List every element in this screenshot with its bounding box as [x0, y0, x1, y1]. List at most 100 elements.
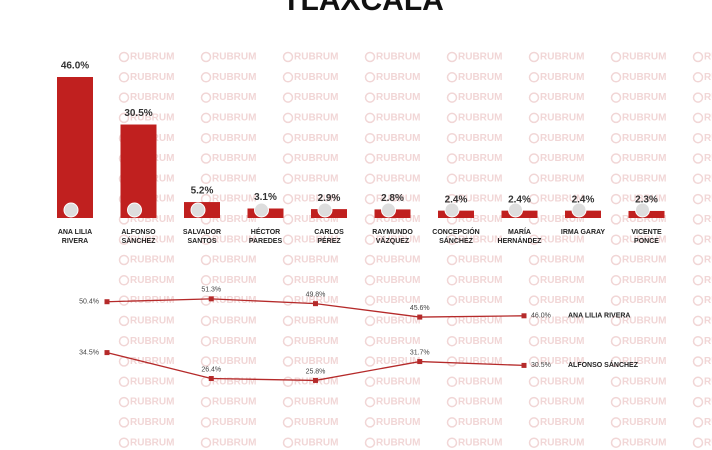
watermark-icon: [364, 51, 376, 63]
watermark-icon: [692, 193, 704, 205]
point-label: 30.5%: [531, 362, 551, 369]
watermark-text: RUBRUM: [294, 173, 338, 184]
watermark-text: RUBRUM: [622, 397, 666, 408]
watermark-text: RUBRUM: [540, 316, 584, 327]
watermark-text: RUBRUM: [458, 275, 502, 286]
watermark-text: RUBRUM: [294, 255, 338, 266]
watermark-icon: [692, 335, 704, 347]
watermark-text: RUBRUM: [212, 133, 256, 144]
series-label: ANA LILIA RIVERA: [568, 313, 630, 320]
watermark-text: RUBRUM: [622, 255, 666, 266]
watermark-icon: [610, 396, 622, 408]
watermark-text: RUBRUM: [130, 397, 174, 408]
watermark-text: RUBRUM: [376, 437, 420, 448]
watermark-icon: [610, 193, 622, 205]
watermark-icon: [282, 193, 294, 205]
watermark-text: RUBRUM: [212, 356, 256, 367]
watermark-icon: [118, 92, 130, 103]
watermark-icon: [528, 275, 540, 286]
value-label: 2.4%: [445, 194, 468, 205]
watermark-icon: [118, 335, 130, 347]
watermark-icon: [692, 214, 704, 225]
bar: [120, 124, 157, 218]
watermark-text: RUBRUM: [212, 437, 256, 448]
watermark-icon: [692, 72, 704, 83]
watermark-icon: [446, 72, 458, 83]
watermark-icon: [200, 173, 212, 185]
watermark-text: RUBRUM: [704, 437, 712, 448]
watermark-icon: [528, 72, 540, 83]
watermark-icon: [528, 51, 540, 63]
watermark-icon: [364, 396, 376, 408]
watermark-text: RUBRUM: [458, 113, 502, 124]
watermark-icon: [282, 51, 294, 63]
value-label: 3.1%: [254, 192, 277, 203]
watermark-text: RUBRUM: [458, 397, 502, 408]
point: [208, 296, 214, 302]
watermark-icon: [364, 417, 376, 428]
watermark-text: RUBRUM: [704, 194, 712, 205]
watermark-text: RUBRUM: [294, 153, 338, 164]
category-label: CONCEPCIÓN SÁNCHEZ: [432, 229, 480, 245]
watermark-text: RUBRUM: [704, 255, 712, 266]
category-label: MARÍA HERNÁNDEZ: [497, 229, 542, 245]
watermark-icon: [692, 234, 704, 245]
watermark-text: RUBRUM: [212, 316, 256, 327]
watermark-icon: [528, 132, 540, 144]
watermark-icon: [692, 356, 704, 367]
watermark-icon: [282, 234, 294, 245]
watermark-icon: [528, 315, 540, 327]
watermark-text: RUBRUM: [130, 356, 174, 367]
watermark-text: RUBRUM: [704, 214, 712, 225]
watermark-text: RUBRUM: [458, 234, 502, 245]
watermark-icon: [118, 234, 130, 245]
watermark-text: RUBRUM: [130, 72, 174, 83]
watermark-icon: [446, 234, 458, 245]
watermark-icon: [692, 132, 704, 144]
watermark-text: RUBRUM: [704, 153, 712, 164]
watermark-text: RUBRUM: [294, 417, 338, 428]
watermark-icon: [446, 51, 458, 63]
watermark-icon: [528, 417, 540, 428]
watermark-text: RUBRUM: [704, 295, 712, 306]
watermark-text: RUBRUM: [212, 376, 256, 387]
watermark-icon: [282, 437, 294, 448]
watermark-icon: [692, 396, 704, 408]
watermark-icon: [282, 417, 294, 428]
watermark-icon: [364, 437, 376, 448]
watermark-icon: [528, 234, 540, 245]
watermark-text: RUBRUM: [622, 153, 666, 164]
watermark-text: RUBRUM: [212, 336, 256, 347]
watermark-icon: [528, 153, 540, 164]
watermark-text: RUBRUM: [622, 52, 666, 63]
watermark-text: RUBRUM: [704, 356, 712, 367]
watermark-icon: [200, 417, 212, 428]
point: [521, 362, 527, 368]
value-label: 2.4%: [508, 194, 531, 205]
category-label: CARLOS PÉREZ: [314, 229, 344, 245]
watermark-icon: [610, 254, 622, 266]
watermark-icon: [118, 275, 130, 286]
watermark-text: RUBRUM: [212, 295, 256, 306]
watermark-text: RUBRUM: [458, 194, 502, 205]
watermark-text: RUBRUM: [540, 72, 584, 83]
value-label: 2.3%: [635, 195, 658, 206]
watermark-icon: [200, 356, 212, 367]
watermark-text: RUBRUM: [458, 437, 502, 448]
watermark-text: RUBRUM: [212, 255, 256, 266]
watermark-text: RUBRUM: [622, 72, 666, 83]
watermark-text: RUBRUM: [294, 52, 338, 63]
watermark-text: RUBRUM: [540, 113, 584, 124]
watermark-text: RUBRUM: [130, 234, 174, 245]
watermark-text: RUBRUM: [622, 113, 666, 124]
watermark-text: RUBRUM: [458, 417, 502, 428]
watermark-text: RUBRUM: [540, 295, 584, 306]
watermark-icon: [692, 112, 704, 124]
watermark-text: RUBRUM: [376, 214, 420, 225]
watermark-text: RUBRUM: [294, 397, 338, 408]
point: [104, 299, 110, 305]
watermark-icon: [692, 376, 704, 388]
point: [313, 377, 318, 383]
watermark-text: RUBRUM: [540, 255, 584, 266]
watermark-icon: [364, 356, 376, 367]
